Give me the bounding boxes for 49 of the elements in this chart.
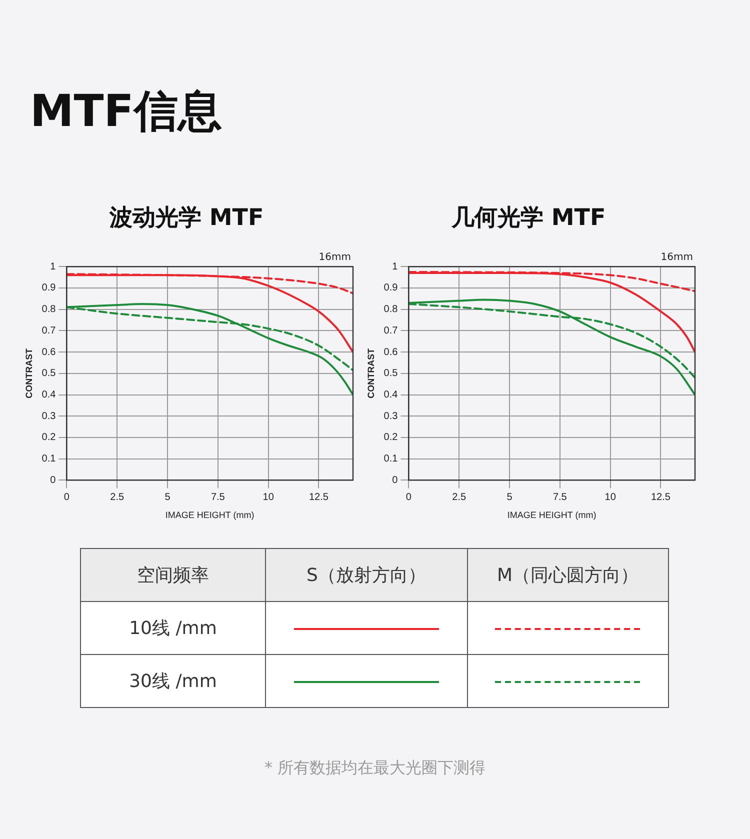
x-tick-label: 2.5 <box>110 492 124 503</box>
y-tick-label: 0.3 <box>42 410 56 422</box>
legend-title: 空间频率 <box>80 548 266 602</box>
chart-title: 几何光学 MTF <box>450 204 606 231</box>
y-tick-label: 0.4 <box>384 390 398 401</box>
category-label: 10线 /mm <box>129 618 217 639</box>
y-tick-label: 0.6 <box>42 346 56 358</box>
y-tick-label: 0.1 <box>384 454 398 465</box>
x-tick-label: 7.5 <box>552 492 568 503</box>
y-tick-label: 1 <box>50 261 56 272</box>
y-tick-label: 0.9 <box>42 282 56 294</box>
y-tick-label: 0.1 <box>42 454 56 465</box>
y-tick-label: 1 <box>392 261 398 272</box>
y-tick-label: 0.4 <box>42 390 56 401</box>
y-tick-label: 0.5 <box>384 368 398 380</box>
text: 16mm <box>318 252 351 264</box>
y-tick-label: 0.2 <box>384 432 398 444</box>
y-tick-label: 0.2 <box>42 432 56 444</box>
x-tick-label: 10 <box>262 492 274 503</box>
y-axis-title: CONTRAST <box>24 348 34 398</box>
y-tick-label: 0.6 <box>384 346 398 358</box>
text: 16mm <box>660 252 693 264</box>
x-tick-label: 10 <box>604 492 616 503</box>
x-tick-label: 12.5 <box>650 492 671 503</box>
x-tick-label: 5 <box>506 492 513 503</box>
category-label: M（同心圆方向） <box>467 548 668 602</box>
y-tick-label: 0 <box>50 474 56 486</box>
x-tick-label: 7.5 <box>210 492 226 503</box>
x-axis-title: IMAGE HEIGHT (mm) <box>507 510 596 520</box>
x-tick-label: 5 <box>164 492 171 503</box>
y-tick-label: 0.3 <box>384 410 398 422</box>
y-tick-label: 0.8 <box>42 304 56 316</box>
y-axis-title: CONTRAST <box>366 348 376 398</box>
x-tick-label: 2.5 <box>452 492 466 503</box>
text: * 所有数据均在最大光圈下测得 <box>263 758 487 779</box>
y-tick-label: 0.8 <box>384 304 398 316</box>
y-tick-label: 0.7 <box>384 325 398 336</box>
x-axis-title: IMAGE HEIGHT (mm) <box>165 510 254 520</box>
y-tick-label: 0.7 <box>42 325 56 336</box>
y-tick-label: 0.5 <box>42 368 56 380</box>
y-tick-label: 0 <box>392 474 398 486</box>
text: MTF信息 <box>30 85 222 139</box>
chart-title: 波动光学 MTF <box>108 204 264 231</box>
x-tick-label: 0 <box>406 492 412 503</box>
y-tick-label: 0.9 <box>384 282 398 294</box>
x-tick-label: 0 <box>64 492 70 503</box>
category-label: 30线 /mm <box>129 671 217 692</box>
category-label: S（放射方向） <box>266 548 467 602</box>
x-tick-label: 12.5 <box>308 492 329 503</box>
